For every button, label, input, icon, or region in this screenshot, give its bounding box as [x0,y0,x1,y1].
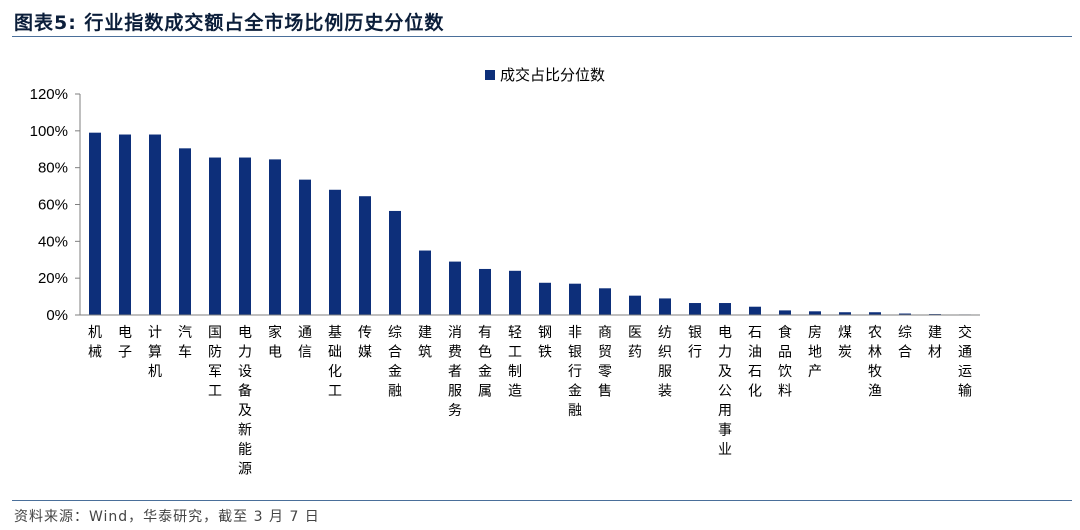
x-tick-label: 建筑 [418,325,432,361]
bar [89,132,101,315]
x-tick-label: 煤炭 [838,325,852,361]
bars [89,132,971,315]
bar [209,157,221,315]
bar [299,179,311,315]
bar [419,250,431,315]
bar [749,306,761,315]
bar [839,312,851,315]
y-tick-label: 60% [38,197,68,214]
x-tick-label: 基础化工 [328,324,342,400]
y-tick-label: 120% [30,86,68,103]
x-tick-label: 家电 [268,324,282,361]
x-tick-label: 电力及公用事业 [718,325,732,458]
x-tick-label: 传媒 [358,325,372,361]
x-tick-label: 石油石化 [748,325,762,400]
bar [539,282,551,315]
title-rule [12,36,1072,37]
x-tick-label: 商贸零售 [598,325,612,400]
y-tick-label: 0% [46,307,68,324]
x-tick-label: 农林牧渔 [868,325,882,400]
x-tick-label: 计算机 [148,325,162,380]
bar [509,270,521,315]
x-tick-label: 消费者服务 [448,325,462,419]
bar [719,303,731,315]
x-tick-label: 房地产 [808,325,822,380]
x-tick-label: 综合金融 [388,325,402,400]
bar [269,159,281,315]
x-tick-label: 交通运输 [958,324,972,400]
y-tick-label: 100% [30,123,68,140]
figure-title: 图表5: 行业指数成交额占全市场比例历史分位数 [14,12,445,34]
bar [869,312,881,315]
x-tick-label: 有色金属 [478,325,492,400]
y-tick-label: 40% [38,233,68,250]
bar [149,134,161,315]
x-tick-label: 电力设备及新能源 [238,325,252,478]
legend: 成交占比分位数 [485,66,605,84]
x-tick-label: 非银行金融 [568,325,582,419]
bar [899,313,911,315]
bar [689,303,701,315]
source-note: 资料来源：Wind，华泰研究，截至 3 月 7 日 [14,509,320,525]
x-tick-label: 医药 [628,325,642,361]
bar [239,157,251,315]
x-tick-label: 国防军工 [208,325,222,400]
x-tick-label: 建材 [928,325,942,361]
y-tick-label: 20% [38,270,68,287]
x-tick-label: 汽车 [178,325,192,361]
bar [779,310,791,315]
bar [569,283,581,315]
bar [599,288,611,315]
x-tick-label: 电子 [118,325,132,361]
y-tick-label: 80% [38,160,68,177]
x-tick-label: 食品饮料 [778,324,792,400]
x-tick-label: 银行 [688,325,702,361]
footer-rule [12,500,1072,501]
bar [659,298,671,315]
y-axis: 0% 20% 40% 60% 80% 100% 120% [30,86,81,324]
legend-swatch [485,70,495,80]
x-tick-label: 轻工制造 [508,325,522,400]
x-tick-label: 通信 [298,325,312,361]
bar [119,134,131,315]
x-tick-label: 纺织服装 [658,325,672,400]
bar [359,196,371,315]
bar [449,261,461,315]
legend-label: 成交占比分位数 [500,66,605,84]
bar [329,189,341,315]
bar [809,311,821,315]
bar [629,295,641,315]
bar [479,268,491,315]
bar [179,148,191,315]
x-tick-label: 钢铁 [538,325,552,361]
bar [389,210,401,315]
x-tick-label: 综合 [898,325,912,361]
x-tick-label: 机械 [88,325,102,361]
